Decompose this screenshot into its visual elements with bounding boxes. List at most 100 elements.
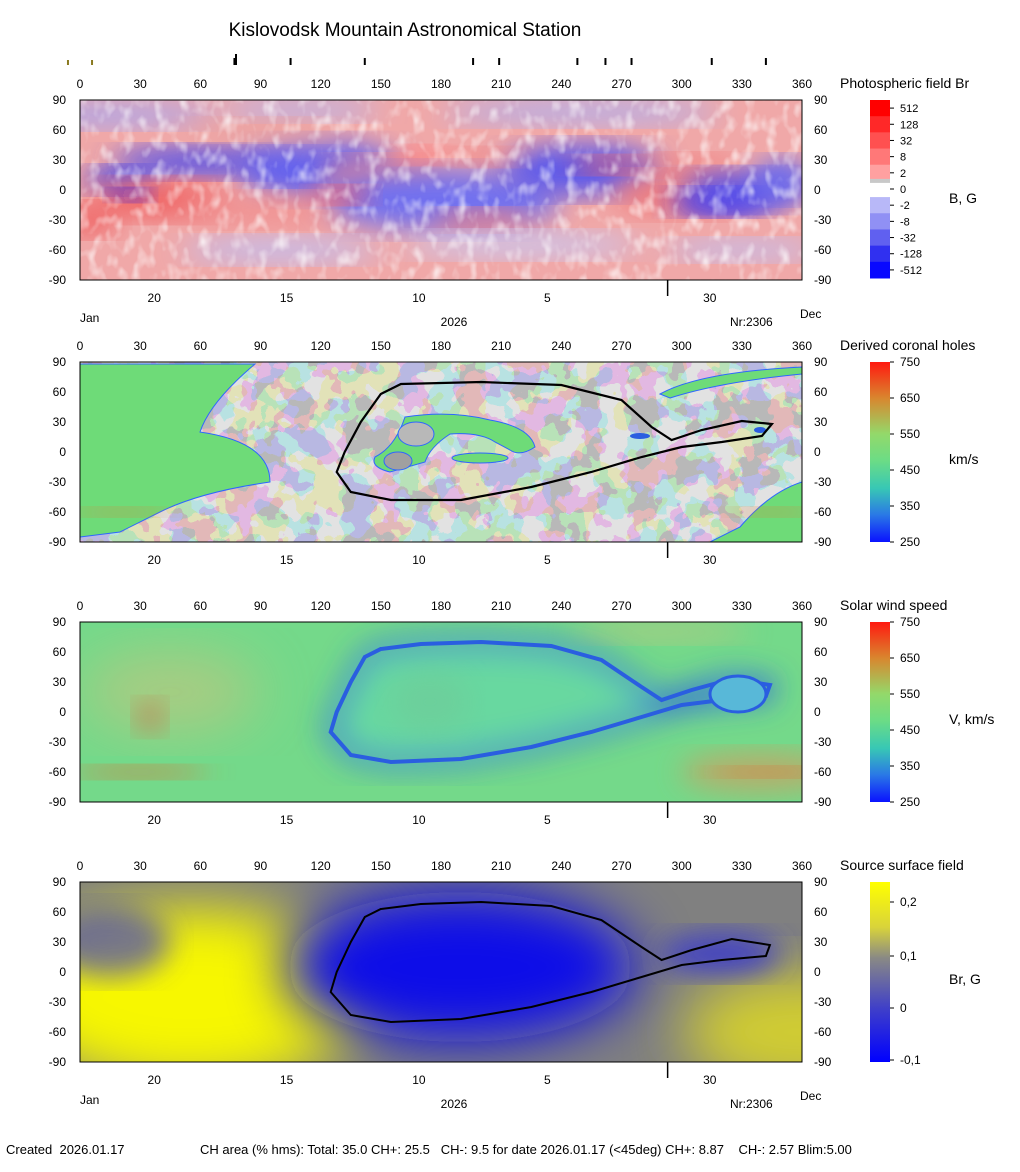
colorbar-swatch	[870, 100, 890, 117]
colorbar-swatch	[870, 261, 890, 279]
lat-tick-label-right: -90	[814, 795, 832, 809]
panel-frame-4	[79, 881, 803, 1063]
colorbar-tick-label: 0,1	[900, 949, 917, 963]
lat-tick-label-left: -60	[49, 765, 67, 779]
lon-tick-label: 60	[194, 339, 208, 353]
date-tick-label: 30	[703, 291, 717, 305]
ch-area-summary: CH area (% hms): Total: 35.0 CH+: 25.5 C…	[200, 1142, 852, 1157]
coronal-hole-strip	[451, 452, 509, 464]
lat-tick-label-right: 90	[814, 355, 828, 369]
date-tick-label: 5	[544, 813, 551, 827]
colorbar-photospheric: 512 128 32 8 2 0 -2 -8 -32 -128 -512	[870, 100, 922, 279]
lon-tick-label: 360	[792, 599, 812, 613]
lat-tick-label-left: 30	[53, 675, 67, 689]
month-right: Dec	[800, 1089, 821, 1103]
lat-tick-label-left: 0	[59, 705, 66, 719]
colorbar-swatch	[870, 180, 890, 198]
lat-tick-label-left: 0	[59, 965, 66, 979]
lon-tick-label: 210	[491, 599, 511, 613]
lat-tick-label-right: 0	[814, 705, 821, 719]
date-tick-label: 20	[148, 813, 162, 827]
lon-tick-label: 180	[431, 599, 451, 613]
lon-tick-label: 330	[732, 599, 752, 613]
colorbar-tick-label: 450	[900, 723, 920, 737]
negative-field-region	[285, 892, 635, 1042]
lon-tick-label: 330	[732, 859, 752, 873]
neutral-line	[329, 900, 772, 1024]
date-tick-label: 15	[280, 291, 294, 305]
coronal-hole-small	[630, 433, 650, 439]
lat-tick-label-right: 30	[814, 153, 828, 167]
panel-unit-wind: V, km/s	[949, 711, 994, 727]
colorbar-tick-label: -512	[900, 265, 922, 277]
lon-tick-label: 270	[611, 859, 631, 873]
lat-tick-label-right: -60	[814, 1025, 832, 1039]
lat-tick-label-right: 0	[814, 965, 821, 979]
lat-tick-label-left: -60	[49, 243, 67, 257]
lon-tick-label: 120	[311, 859, 331, 873]
lat-tick-label-left: 30	[53, 415, 67, 429]
lon-tick-label: 0	[77, 77, 84, 91]
colorbar-tick-label: 550	[900, 427, 920, 441]
lon-tick-label: 150	[371, 77, 391, 91]
coronal-hole-island	[383, 451, 413, 471]
lat-tick-label-left: -90	[49, 535, 67, 549]
lat-tick-label-left: 30	[53, 935, 67, 949]
lat-tick-label-right: 0	[814, 445, 821, 459]
coronal-hole-island	[397, 421, 435, 447]
lat-tick-label-right: -30	[814, 995, 832, 1009]
colorbar-tick-label: -0,1	[900, 1053, 921, 1067]
colorbar-tick-label: -128	[900, 249, 922, 261]
panel-title-coronal: Derived coronal holes	[840, 337, 975, 353]
year-label: 2026	[441, 315, 468, 329]
lon-tick-label: 300	[672, 859, 692, 873]
lat-tick-label-right: -90	[814, 535, 832, 549]
lon-tick-label: 360	[792, 859, 812, 873]
lat-tick-label-left: 30	[53, 153, 67, 167]
lon-tick-label: 0	[77, 339, 84, 353]
lon-tick-label: 30	[133, 339, 147, 353]
photospheric-map	[80, 100, 802, 280]
date-tick-label: 30	[703, 813, 717, 827]
page-title: Kislovodsk Mountain Astronomical Station	[228, 20, 582, 41]
lon-tick-label: 180	[431, 77, 451, 91]
panel-title-wind: Solar wind speed	[840, 597, 947, 613]
lon-tick-label: 120	[311, 599, 331, 613]
colorbar-tick-label: -2	[900, 200, 910, 212]
field-noise	[80, 100, 802, 280]
lon-tick-label: 0	[77, 599, 84, 613]
panel-unit-photospheric: B, G	[949, 190, 977, 206]
lon-tick-label: 270	[611, 599, 631, 613]
date-tick-label: 15	[280, 553, 294, 567]
lat-tick-label-left: -30	[49, 735, 67, 749]
slow-wind-ring	[328, 639, 773, 765]
neutral-line	[335, 380, 775, 502]
lon-tick-label: 90	[254, 339, 268, 353]
panel-unit-coronal: km/s	[949, 451, 979, 467]
wind-fast-band	[710, 767, 802, 777]
lat-tick-label-left: 60	[53, 645, 67, 659]
colorbar-tick-label: 250	[900, 795, 920, 809]
colorbar-tick-label: 450	[900, 463, 920, 477]
lon-tick-label: 90	[254, 859, 268, 873]
colorbar-tick-label: -8	[900, 216, 910, 228]
month-left: Jan	[80, 1093, 99, 1107]
lon-tick-label: 300	[672, 599, 692, 613]
year-label: 2026	[441, 1097, 468, 1111]
colorbar-tick-label: 0	[900, 1001, 907, 1015]
lat-tick-label-left: 60	[53, 905, 67, 919]
date-tick-label: 10	[412, 813, 426, 827]
lon-tick-label: 30	[133, 77, 147, 91]
wind-map	[80, 622, 802, 802]
colorbar-wind: 750 650 550 450 350 250	[870, 615, 920, 809]
colorbar-tick-label: 350	[900, 759, 920, 773]
coronal-hole-north	[658, 366, 802, 399]
colorbar-gradient	[870, 622, 890, 802]
lon-tick-label: 360	[792, 77, 812, 91]
wind-region	[390, 672, 470, 732]
colorbar-coronal: 750 650 550 450 350 250	[870, 355, 920, 549]
lon-tick-label: 60	[194, 859, 208, 873]
date-tick-label: 10	[412, 291, 426, 305]
